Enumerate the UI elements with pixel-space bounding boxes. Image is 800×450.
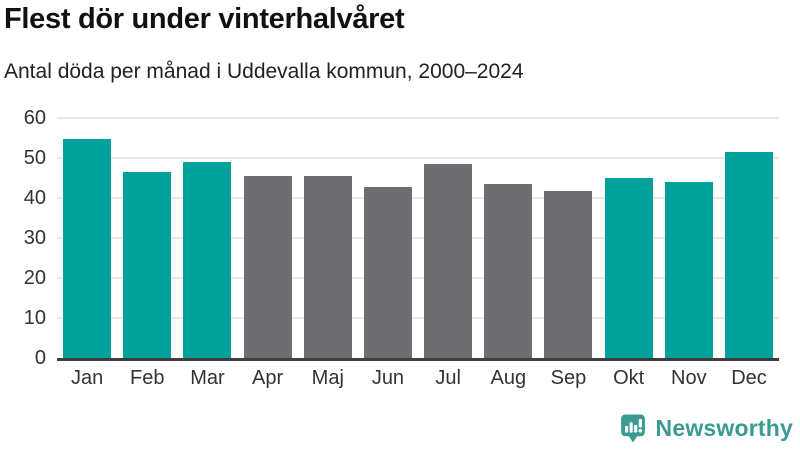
bar-band <box>538 118 598 358</box>
y-tick-label: 20 <box>23 267 46 290</box>
bar-mar <box>183 162 232 358</box>
gridline <box>57 157 779 159</box>
bar-jun <box>363 186 412 358</box>
bar-feb <box>123 171 172 358</box>
x-tick-label-okt: Okt <box>613 367 645 389</box>
x-tick-label-feb: Feb <box>130 367 165 389</box>
bar-band <box>177 118 237 358</box>
plot-area <box>57 117 779 361</box>
y-tick-label: 60 <box>23 107 46 129</box>
bar-band <box>478 118 538 358</box>
x-tick-label-jan: Jan <box>70 367 104 389</box>
bar-band <box>238 118 298 358</box>
chart-title: Flest dör under vinterhalvåret <box>4 3 405 35</box>
newsworthy-logo-icon <box>620 414 645 443</box>
x-tick-label-aug: Aug <box>490 367 527 389</box>
gridline <box>57 317 779 320</box>
y-tick-label: 50 <box>23 147 46 169</box>
bar-jul <box>424 164 473 358</box>
bar-jan <box>63 139 112 358</box>
bar-dec <box>724 151 773 358</box>
x-axis: Jan Feb Mar Apr Maj Jun Jul Aug Sep Okt Nov Dec <box>57 367 779 390</box>
bar-band <box>659 118 719 358</box>
chart-subtitle: Antal döda per månad i Uddevalla kommun,… <box>4 60 524 83</box>
brand-footer: Newsworthy <box>618 412 793 444</box>
gridline <box>57 237 779 239</box>
bar-band <box>599 118 659 358</box>
gridline <box>57 277 779 280</box>
x-tick-label-nov: Nov <box>671 367 707 389</box>
bar-nov <box>664 181 713 358</box>
y-tick-label: 30 <box>23 227 46 249</box>
bar-aug <box>484 184 533 358</box>
gridline <box>57 197 779 200</box>
y-tick-label: 0 <box>34 347 46 369</box>
bar-band <box>719 118 779 358</box>
bar-sep <box>544 190 593 358</box>
gridline <box>57 117 779 119</box>
y-tick-label: 10 <box>23 307 46 330</box>
x-tick-label-dec: Dec <box>731 367 767 389</box>
x-tick-label-mar: Mar <box>190 367 225 389</box>
x-tick-label-apr: Apr <box>252 367 284 389</box>
brand-name: Newsworthy <box>655 414 793 441</box>
bar-okt <box>604 178 653 358</box>
y-axis: 0 10 20 30 40 50 60 <box>0 108 46 368</box>
x-tick-label-maj: Maj <box>311 367 344 389</box>
x-tick-label-jun: Jun <box>371 367 405 389</box>
bar-maj <box>303 176 352 358</box>
x-tick-label-sep: Sep <box>550 367 587 389</box>
bar-band <box>418 118 478 358</box>
bar-band <box>298 118 358 358</box>
bar-band <box>57 118 117 358</box>
bar-apr <box>243 176 292 358</box>
y-tick-label: 40 <box>23 187 46 210</box>
x-tick-label-jul: Jul <box>435 367 461 389</box>
bar-band <box>117 118 177 358</box>
bar-band <box>358 118 418 358</box>
